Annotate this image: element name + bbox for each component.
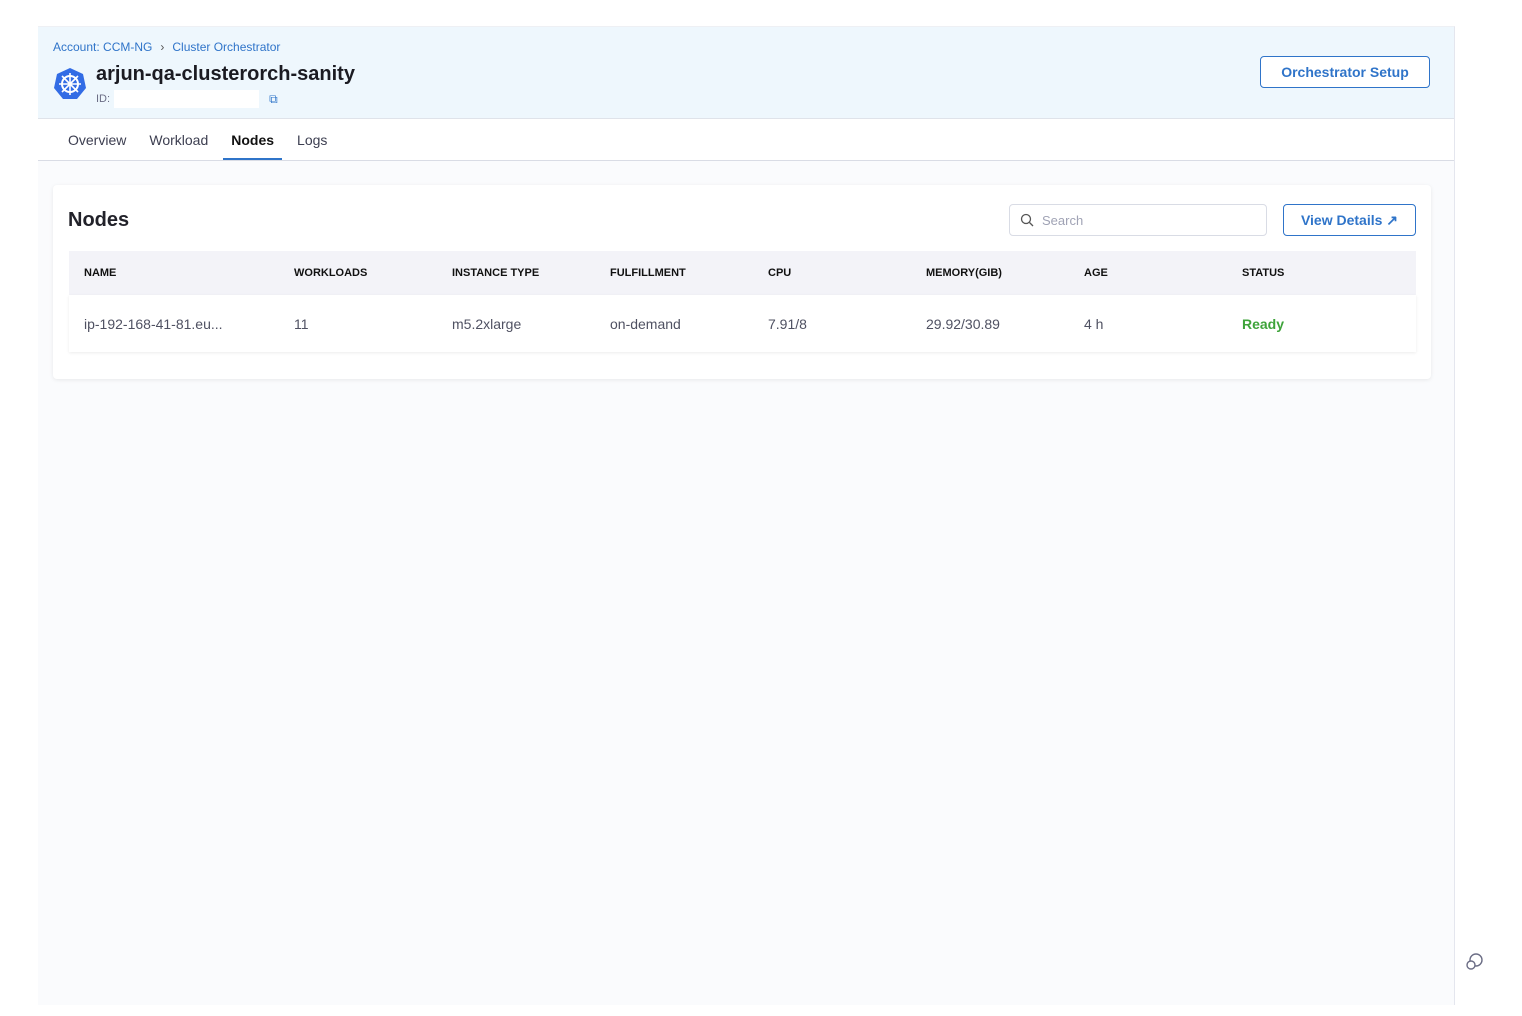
tab-overview[interactable]: Overview xyxy=(68,132,127,148)
main-panel: Account: CCM-NG › Cluster Orchestrator a… xyxy=(38,26,1455,1005)
node-instance-type: m5.2xlarge xyxy=(452,315,522,332)
search-icon xyxy=(1020,213,1034,227)
column-header[interactable]: STATUS xyxy=(1242,267,1285,279)
chat-icon[interactable] xyxy=(1465,952,1485,972)
id-label: ID: xyxy=(96,93,111,105)
column-header[interactable]: INSTANCE TYPE xyxy=(452,267,540,279)
node-workloads: 11 xyxy=(294,315,309,332)
external-link-icon: ↗ xyxy=(1386,211,1399,228)
node-memory: 29.92/30.89 xyxy=(926,315,1000,332)
page-header: Account: CCM-NG › Cluster Orchestrator a… xyxy=(38,27,1454,119)
node-cpu: 7.91/8 xyxy=(768,315,807,332)
tab-bar: Overview Workload Nodes Logs xyxy=(38,119,1454,161)
column-header[interactable]: MEMORY(GIB) xyxy=(926,267,1002,279)
orchestrator-setup-button[interactable]: Orchestrator Setup xyxy=(1260,56,1430,88)
nodes-card: Nodes Search View Details ↗ NAME WORKLOA… xyxy=(53,185,1431,379)
page-title: arjun-qa-clusterorch-sanity xyxy=(96,63,355,85)
column-header[interactable]: FULFILLMENT xyxy=(610,267,686,279)
breadcrumb: Account: CCM-NG › Cluster Orchestrator xyxy=(53,40,280,54)
node-fulfillment: on-demand xyxy=(610,315,681,332)
search-placeholder: Search xyxy=(1042,212,1084,228)
view-details-label: View Details xyxy=(1300,211,1383,228)
column-header[interactable]: CPU xyxy=(768,267,792,279)
kubernetes-icon xyxy=(54,68,86,99)
tab-logs[interactable]: Logs xyxy=(297,132,328,148)
status-badge: Ready xyxy=(1242,315,1285,332)
column-header[interactable]: AGE xyxy=(1084,267,1108,279)
nodes-title: Nodes xyxy=(68,209,130,231)
node-name: ip-192-168-41-81.eu... xyxy=(84,315,223,332)
table-row[interactable]: ip-192-168-41-81.eu... 11 m5.2xlarge on-… xyxy=(69,295,1416,352)
breadcrumb-account[interactable]: Account: CCM-NG xyxy=(53,40,153,54)
column-header[interactable]: WORKLOADS xyxy=(294,267,368,279)
node-age: 4 h xyxy=(1084,315,1104,332)
column-header[interactable]: NAME xyxy=(84,267,117,279)
chevron-right-icon: › xyxy=(160,40,165,54)
tab-nodes[interactable]: Nodes xyxy=(223,119,283,160)
cluster-id: ID: ⧉ xyxy=(96,90,278,108)
view-details-button[interactable]: View Details ↗ xyxy=(1283,204,1416,236)
breadcrumb-cluster-orchestrator[interactable]: Cluster Orchestrator xyxy=(172,40,281,54)
id-value xyxy=(114,90,260,108)
table-header: NAME WORKLOADS INSTANCE TYPE FULFILLMENT… xyxy=(69,251,1416,295)
tab-workload[interactable]: Workload xyxy=(149,132,209,148)
copy-icon[interactable]: ⧉ xyxy=(269,91,278,106)
search-input[interactable]: Search xyxy=(1009,204,1267,236)
